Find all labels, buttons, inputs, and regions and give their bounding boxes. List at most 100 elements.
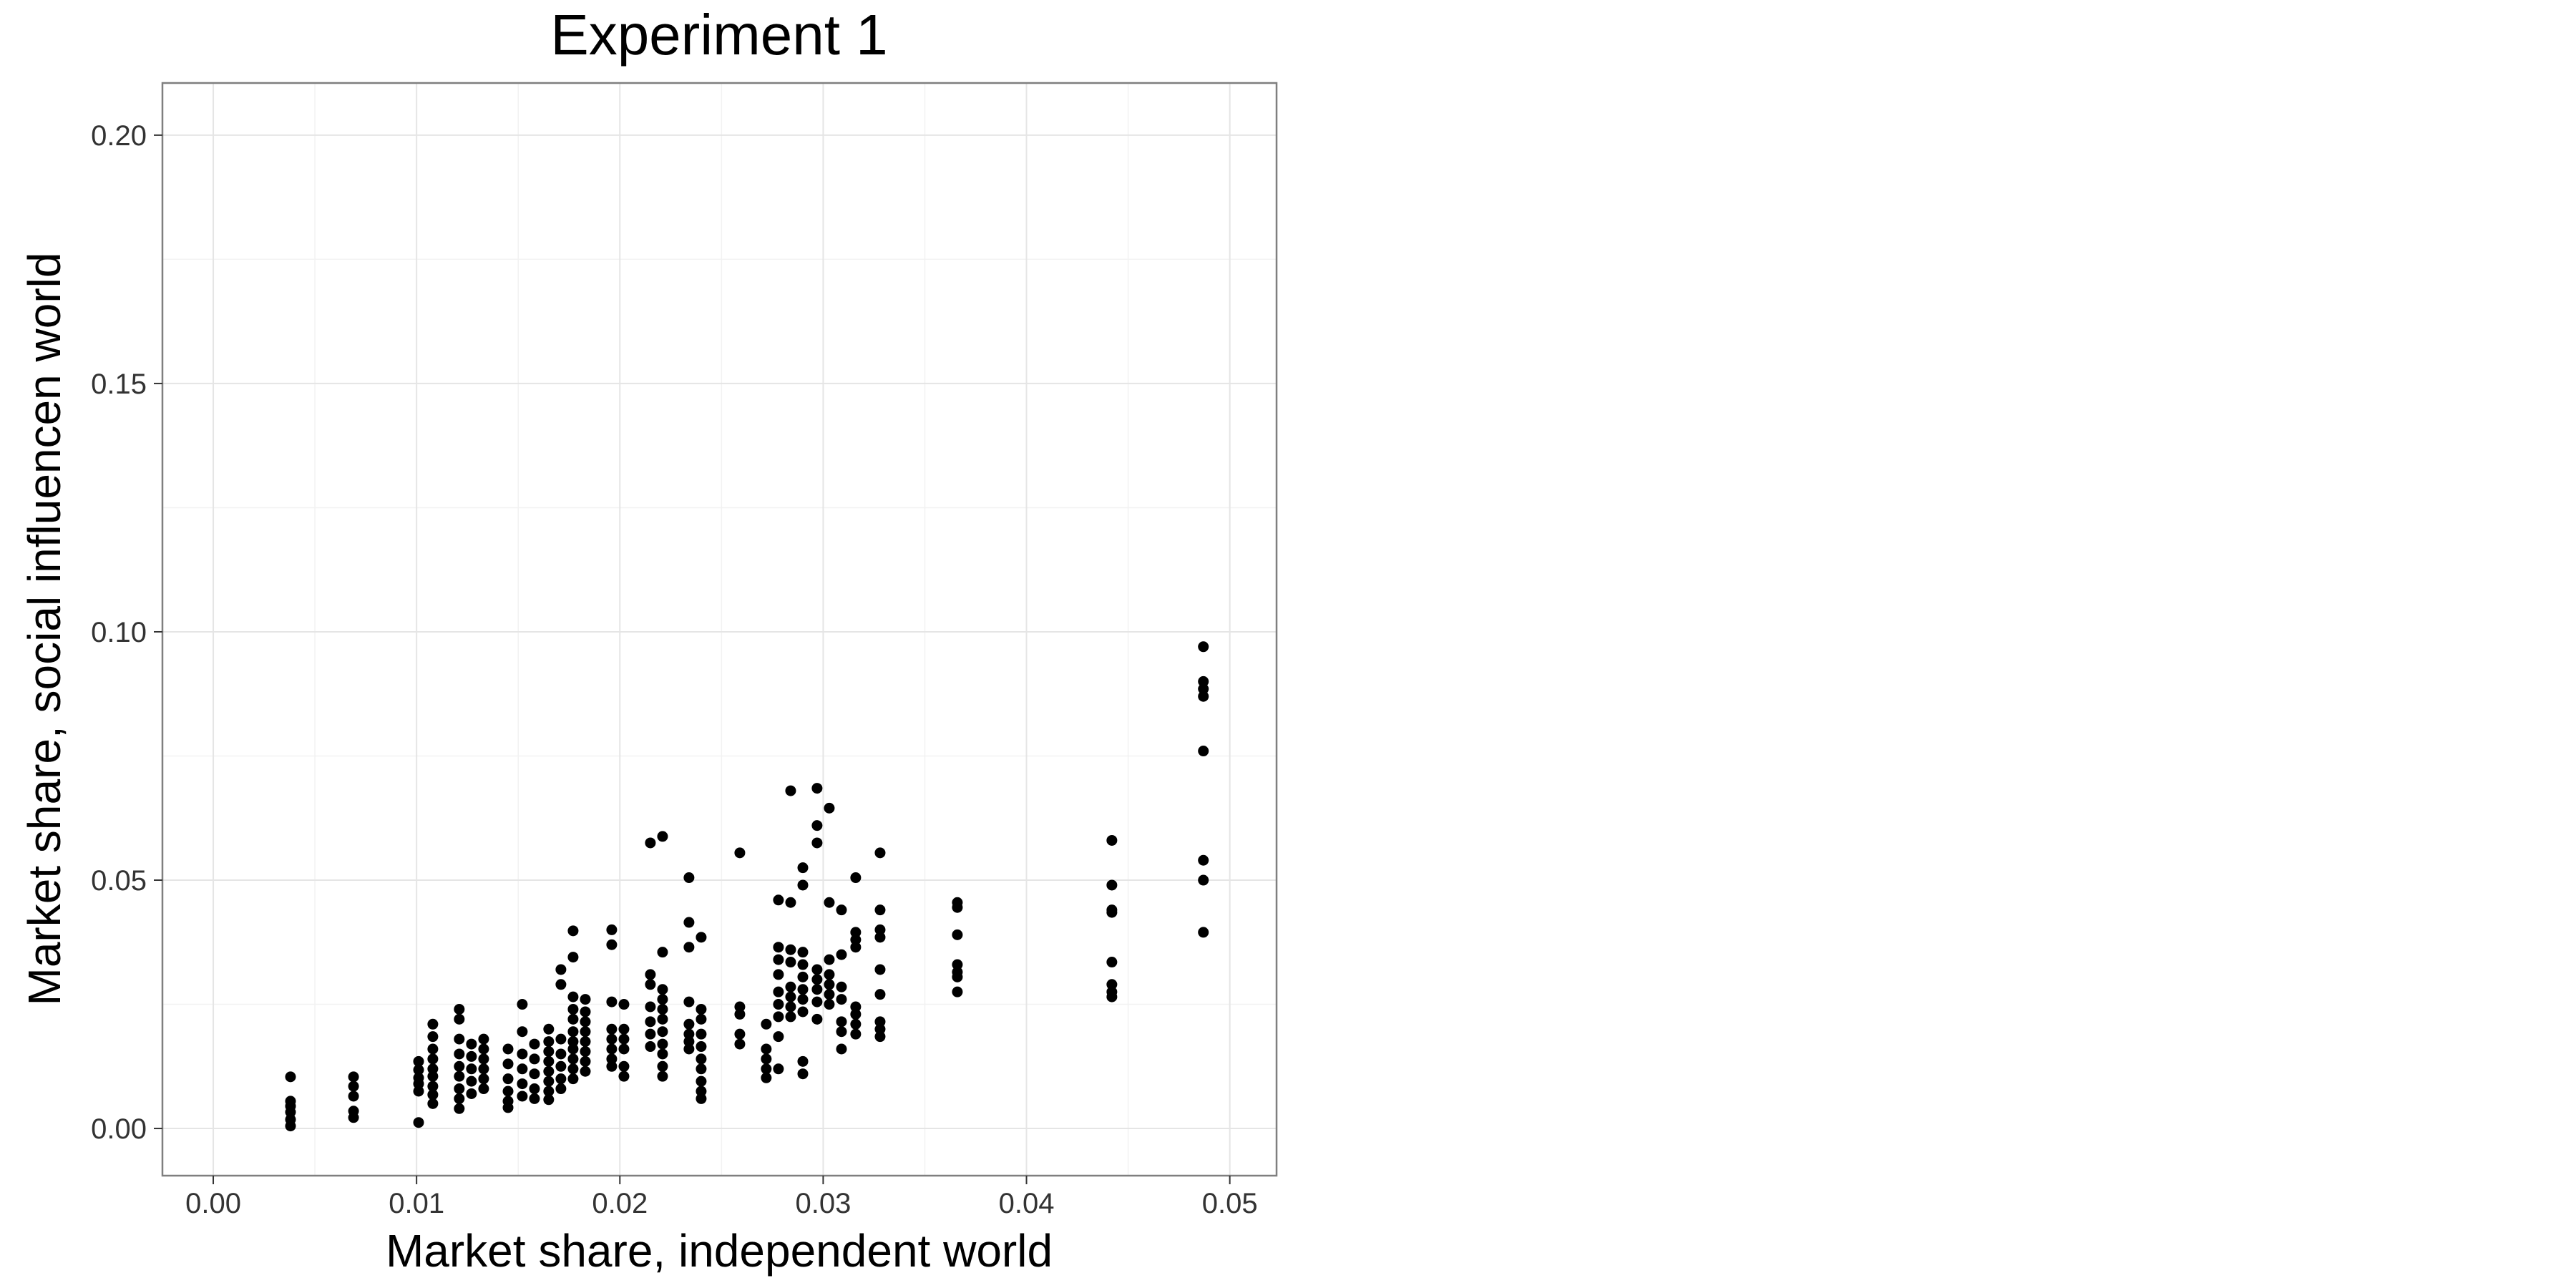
- data-point: [606, 996, 618, 1008]
- data-point: [797, 1006, 809, 1018]
- data-point: [811, 984, 823, 995]
- data-point: [427, 1031, 439, 1043]
- data-point: [529, 1038, 540, 1050]
- data-point: [773, 1031, 784, 1043]
- data-point: [606, 1043, 618, 1055]
- data-point: [466, 1050, 477, 1062]
- data-point: [824, 802, 835, 814]
- data-point: [580, 1036, 591, 1048]
- data-point: [657, 1013, 668, 1025]
- data-point: [761, 1043, 772, 1055]
- data-point: [567, 991, 579, 1002]
- x-tick-label: 0.00: [185, 1188, 241, 1219]
- x-axis-title: Market share, independent world: [386, 1225, 1053, 1277]
- data-point: [773, 954, 784, 965]
- data-point: [1106, 957, 1118, 968]
- data-point: [657, 1060, 668, 1072]
- data-point: [683, 1043, 695, 1055]
- data-point: [1198, 675, 1209, 687]
- plot-border: [161, 82, 1278, 1177]
- data-point: [734, 1008, 746, 1020]
- data-point: [773, 942, 784, 953]
- data-point: [543, 1094, 555, 1106]
- data-point: [773, 1063, 784, 1075]
- data-point: [696, 1028, 707, 1040]
- data-point: [543, 1023, 555, 1035]
- data-point: [657, 994, 668, 1005]
- data-point: [454, 1033, 465, 1045]
- data-point: [413, 1064, 424, 1075]
- data-point: [734, 1028, 746, 1040]
- data-point: [683, 917, 695, 928]
- data-point: [785, 957, 796, 968]
- data-point: [478, 1063, 489, 1075]
- data-point: [952, 902, 963, 913]
- data-point: [466, 1088, 477, 1099]
- data-point: [645, 837, 656, 849]
- data-point: [529, 1068, 540, 1080]
- data-point: [454, 1048, 465, 1060]
- data-point: [773, 969, 784, 980]
- data-point: [567, 1003, 579, 1015]
- data-point: [285, 1071, 296, 1083]
- data-point: [427, 1018, 439, 1030]
- data-point: [348, 1071, 359, 1083]
- data-point: [657, 1026, 668, 1038]
- data-point: [645, 979, 656, 990]
- data-point: [657, 984, 668, 995]
- data-point: [836, 904, 847, 916]
- data-point: [517, 1026, 528, 1038]
- data-point: [555, 1073, 567, 1085]
- data-point: [836, 949, 847, 960]
- data-point: [797, 947, 809, 958]
- data-point: [1198, 746, 1209, 757]
- data-point: [785, 1001, 796, 1013]
- data-point: [696, 932, 707, 943]
- data-point: [874, 1023, 886, 1035]
- data-point: [850, 1018, 862, 1030]
- data-point: [580, 994, 591, 1005]
- data-point: [797, 1055, 809, 1067]
- data-point: [543, 1055, 555, 1067]
- data-point: [811, 783, 823, 794]
- data-point: [580, 1006, 591, 1018]
- data-point: [466, 1038, 477, 1050]
- chart-title: Experiment 1: [550, 3, 887, 67]
- data-point: [824, 979, 835, 990]
- data-point: [427, 1043, 439, 1055]
- data-point: [618, 1043, 630, 1055]
- data-point: [811, 964, 823, 975]
- data-point: [555, 1060, 567, 1072]
- y-tick-label: 0.20: [91, 120, 147, 152]
- data-point: [606, 924, 618, 935]
- data-point: [850, 927, 862, 938]
- data-point: [606, 1033, 618, 1045]
- data-point: [657, 1070, 668, 1082]
- data-point: [797, 984, 809, 995]
- data-point: [567, 1036, 579, 1048]
- data-point: [502, 1073, 514, 1085]
- data-point: [811, 974, 823, 985]
- data-point: [683, 1018, 695, 1030]
- data-point: [824, 897, 835, 908]
- data-point: [606, 939, 618, 950]
- data-point: [850, 942, 862, 953]
- data-point: [836, 994, 847, 1005]
- data-point: [427, 1053, 439, 1065]
- data-point: [1106, 907, 1118, 918]
- data-point: [874, 932, 886, 943]
- data-point: [824, 989, 835, 1000]
- data-point: [529, 1093, 540, 1104]
- data-point: [657, 1048, 668, 1060]
- data-point: [683, 996, 695, 1008]
- x-tick-label: 0.04: [999, 1188, 1055, 1219]
- data-point: [1106, 979, 1118, 990]
- data-point: [555, 1048, 567, 1060]
- data-point: [478, 1073, 489, 1085]
- data-point: [580, 1065, 591, 1077]
- data-point: [785, 785, 796, 796]
- minor-gridlines: [162, 83, 1277, 1176]
- data-point: [555, 1033, 567, 1045]
- data-point: [478, 1033, 489, 1045]
